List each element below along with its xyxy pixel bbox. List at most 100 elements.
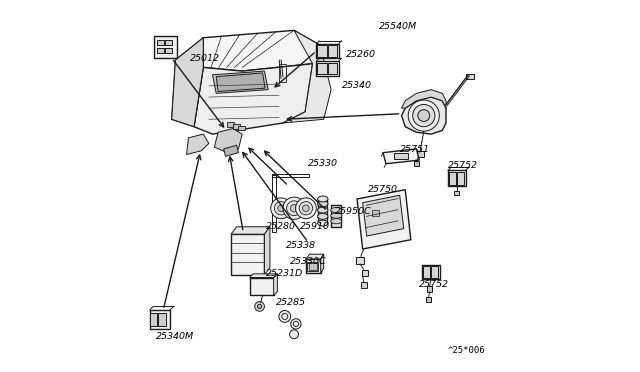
- Polygon shape: [383, 149, 419, 164]
- Bar: [318, 199, 328, 223]
- Circle shape: [408, 100, 439, 131]
- Circle shape: [296, 198, 316, 219]
- Bar: [448, 170, 466, 186]
- Bar: [331, 205, 342, 227]
- Bar: [362, 270, 368, 276]
- Polygon shape: [274, 274, 277, 295]
- Text: 25231D: 25231D: [266, 269, 303, 278]
- Circle shape: [271, 198, 291, 219]
- Bar: [272, 175, 276, 232]
- Bar: [423, 266, 431, 278]
- Polygon shape: [194, 64, 312, 134]
- Bar: [150, 313, 157, 326]
- Polygon shape: [401, 90, 446, 108]
- Circle shape: [278, 205, 284, 212]
- Bar: [307, 262, 318, 271]
- Ellipse shape: [317, 220, 328, 226]
- Circle shape: [287, 201, 301, 216]
- Bar: [231, 234, 264, 275]
- Bar: [427, 286, 432, 292]
- Polygon shape: [212, 71, 268, 93]
- Circle shape: [275, 202, 288, 215]
- Bar: [458, 171, 464, 185]
- Text: 25340M: 25340M: [156, 331, 195, 341]
- Polygon shape: [321, 254, 324, 273]
- Polygon shape: [306, 254, 324, 259]
- Polygon shape: [231, 227, 270, 234]
- Bar: [328, 62, 337, 74]
- Bar: [250, 278, 274, 295]
- Bar: [372, 210, 380, 217]
- Polygon shape: [223, 145, 239, 156]
- Bar: [449, 171, 456, 185]
- Bar: [157, 48, 164, 53]
- Circle shape: [303, 205, 309, 212]
- Bar: [306, 259, 321, 273]
- Text: 25540M: 25540M: [378, 22, 417, 31]
- Polygon shape: [357, 190, 411, 249]
- Bar: [233, 124, 239, 129]
- Bar: [414, 161, 419, 166]
- Polygon shape: [214, 129, 242, 153]
- Bar: [159, 313, 166, 326]
- Ellipse shape: [317, 207, 328, 213]
- Circle shape: [291, 205, 298, 212]
- Bar: [316, 44, 339, 58]
- Text: 25330C: 25330C: [291, 257, 327, 266]
- Polygon shape: [401, 97, 446, 134]
- Circle shape: [291, 319, 301, 329]
- Polygon shape: [264, 227, 270, 275]
- Polygon shape: [250, 274, 277, 278]
- Ellipse shape: [317, 196, 328, 202]
- Text: 25751: 25751: [400, 145, 429, 154]
- Text: 25330: 25330: [308, 159, 338, 168]
- Bar: [454, 191, 460, 195]
- Bar: [317, 45, 326, 57]
- Circle shape: [255, 302, 264, 311]
- Circle shape: [290, 330, 298, 339]
- Text: 25260: 25260: [346, 50, 376, 59]
- Bar: [279, 64, 286, 82]
- Bar: [431, 266, 438, 278]
- Bar: [239, 126, 245, 131]
- Ellipse shape: [317, 214, 328, 219]
- Polygon shape: [216, 73, 265, 92]
- Bar: [316, 61, 339, 76]
- Bar: [157, 39, 164, 45]
- Text: 25285: 25285: [276, 298, 305, 307]
- Text: 25280: 25280: [266, 222, 296, 231]
- Polygon shape: [363, 195, 404, 236]
- Bar: [165, 48, 172, 53]
- Bar: [422, 264, 440, 279]
- Text: 25750: 25750: [368, 185, 398, 194]
- Circle shape: [300, 202, 312, 215]
- Text: 25752: 25752: [419, 280, 449, 289]
- Text: 25338: 25338: [286, 241, 316, 250]
- Bar: [227, 122, 234, 127]
- Bar: [394, 153, 408, 159]
- Bar: [361, 282, 367, 288]
- Text: 25752: 25752: [448, 161, 478, 170]
- Text: 25910: 25910: [300, 222, 330, 231]
- Circle shape: [413, 105, 435, 127]
- Ellipse shape: [331, 219, 342, 224]
- Bar: [356, 257, 364, 264]
- Circle shape: [279, 311, 291, 323]
- Circle shape: [418, 110, 429, 122]
- Bar: [467, 74, 474, 78]
- Circle shape: [257, 304, 262, 309]
- Text: 25950C: 25950C: [335, 208, 371, 217]
- Text: ^25*006: ^25*006: [447, 346, 485, 355]
- Bar: [417, 151, 424, 157]
- Polygon shape: [204, 31, 320, 71]
- Bar: [272, 174, 309, 177]
- Polygon shape: [172, 38, 204, 127]
- Bar: [426, 297, 431, 302]
- Ellipse shape: [331, 213, 342, 218]
- Text: 25340: 25340: [342, 81, 372, 90]
- Polygon shape: [172, 38, 204, 127]
- Polygon shape: [187, 134, 209, 154]
- Bar: [165, 39, 172, 45]
- Bar: [150, 310, 170, 329]
- Ellipse shape: [317, 201, 328, 207]
